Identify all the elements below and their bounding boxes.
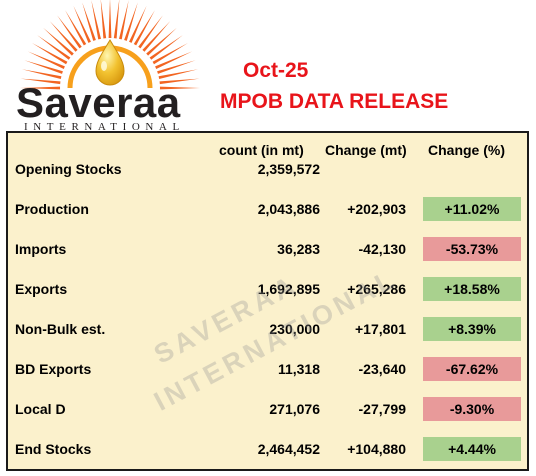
- saveraa-logo: Saveraa INTERNATIONAL: [0, 0, 210, 136]
- sun-ray: [108, 0, 112, 39]
- row-label: Opening Stocks: [15, 161, 122, 177]
- table-row: Exports 1,692,895 +265,286 +18.58%: [0, 277, 536, 301]
- sun-ray: [37, 35, 71, 60]
- sun-ray: [73, 5, 91, 43]
- row-change: +202,903: [347, 201, 406, 217]
- oil-drop-icon: [95, 39, 125, 86]
- row-label: End Stocks: [15, 441, 92, 457]
- column-header-change-pct: Change (%): [428, 142, 505, 158]
- sun-ray: [100, 0, 107, 39]
- row-change: +17,801: [355, 321, 406, 337]
- sun-ray: [138, 15, 163, 49]
- sun-ray: [133, 10, 155, 46]
- sun-ray: [159, 86, 200, 90]
- row-label: Production: [15, 201, 89, 217]
- row-count: 2,043,886: [257, 201, 320, 217]
- sun-ray: [43, 27, 74, 56]
- row-change-pct: -67.62%: [423, 357, 521, 381]
- table-row: Production 2,043,886 +202,903 +11.02%: [0, 197, 536, 221]
- row-change-pct: +8.39%: [423, 317, 521, 341]
- row-change-pct: +4.44%: [423, 437, 521, 461]
- sun-ray: [27, 51, 65, 69]
- release-title: MPOB DATA RELEASE: [220, 90, 449, 113]
- row-count: 2,359,572: [257, 161, 320, 177]
- sun-ray: [155, 51, 193, 69]
- row-label: Local D: [15, 401, 66, 417]
- row-change-pct: +11.02%: [423, 197, 521, 221]
- sun-ray: [149, 35, 183, 60]
- sun-ray: [119, 0, 129, 40]
- sun-ray: [57, 15, 82, 49]
- logo-subtitle: INTERNATIONAL: [24, 121, 185, 133]
- sun-ray: [65, 10, 87, 46]
- sun-ray: [32, 43, 68, 65]
- row-change: -42,130: [358, 241, 406, 257]
- row-change: -27,799: [358, 401, 406, 417]
- sun-ray: [113, 0, 120, 39]
- column-header-change: Change (mt): [325, 142, 407, 158]
- sun-ray: [129, 5, 147, 43]
- table-row: BD Exports 11,318 -23,640 -67.62%: [0, 357, 536, 381]
- release-month: Oct-25: [243, 59, 309, 82]
- sun-ray: [20, 78, 61, 85]
- table-row: Non-Bulk est. 230,000 +17,801 +8.39%: [0, 317, 536, 341]
- sun-ray: [21, 69, 62, 79]
- sun-ray: [159, 78, 200, 85]
- sun-ray: [24, 60, 63, 74]
- sun-icon: [20, 0, 200, 90]
- sun-ray: [49, 21, 78, 52]
- row-count: 230,000: [269, 321, 320, 337]
- sun-ray: [152, 43, 188, 65]
- sun-ray: [157, 60, 196, 74]
- sun-ray: [124, 2, 138, 41]
- row-count: 11,318: [277, 361, 320, 377]
- sun-ray: [142, 21, 171, 52]
- row-change: -23,640: [358, 361, 406, 377]
- row-count: 1,692,895: [257, 281, 320, 297]
- row-count: 2,464,452: [257, 441, 320, 457]
- row-change-pct: +18.58%: [423, 277, 521, 301]
- table-row: Local D 271,076 -27,799 -9.30%: [0, 397, 536, 421]
- sun-ray: [158, 69, 199, 79]
- sun-ray: [91, 0, 101, 40]
- row-count: 36,283: [277, 241, 320, 257]
- sun-ray: [82, 2, 96, 41]
- row-change: [322, 157, 406, 181]
- row-label: Exports: [15, 281, 68, 297]
- row-change: +265,286: [347, 281, 406, 297]
- row-count: 271,076: [269, 401, 320, 417]
- row-change-pct: -53.73%: [423, 237, 521, 261]
- row-change-pct: -9.30%: [423, 397, 521, 421]
- row-label: Imports: [15, 241, 67, 257]
- column-header-count: count (in mt): [219, 142, 304, 158]
- row-change: +104,880: [347, 441, 406, 457]
- table-row: End Stocks 2,464,452 +104,880 +4.44%: [0, 437, 536, 461]
- row-label: Non-Bulk est.: [15, 321, 106, 337]
- table-row: Imports 36,283 -42,130 -53.73%: [0, 237, 536, 261]
- sun-ray: [20, 86, 61, 90]
- logo-wordmark: Saveraa: [16, 79, 181, 126]
- sun-ray: [146, 27, 177, 56]
- table-row: Opening Stocks 2,359,572: [0, 157, 536, 181]
- row-label: BD Exports: [15, 361, 92, 377]
